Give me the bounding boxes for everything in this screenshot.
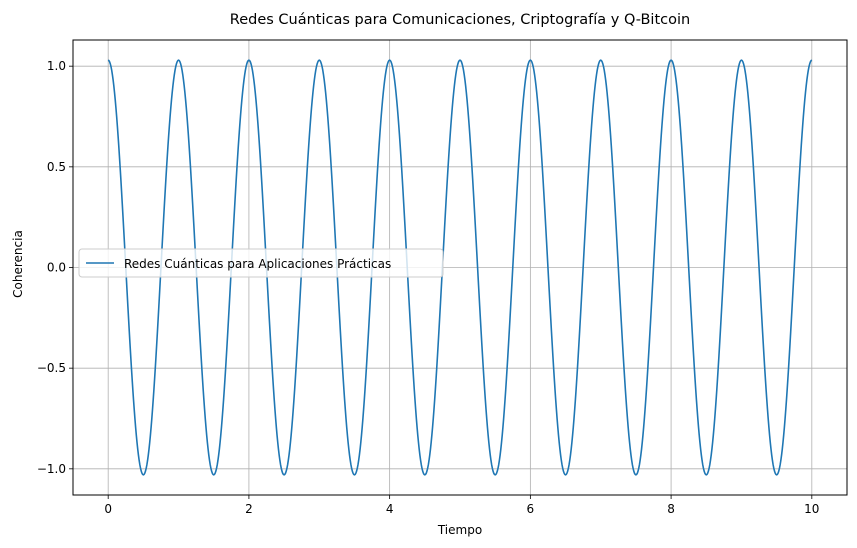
x-tick-label: 0 <box>104 502 112 516</box>
x-tick-label: 4 <box>386 502 394 516</box>
y-tick-label: 1.0 <box>47 59 66 73</box>
y-tick-label: 0.0 <box>47 261 66 275</box>
y-tick-label: −0.5 <box>37 361 66 375</box>
y-axis-ticks: −1.0 −0.5 0.0 0.5 1.0 <box>37 59 73 476</box>
series-line <box>107 59 813 476</box>
legend-box <box>78 248 444 278</box>
legend: Redes Cuánticas para Aplicaciones Prácti… <box>78 248 444 278</box>
x-axis-label: Tiempo <box>437 523 482 537</box>
legend-label: Redes Cuánticas para Aplicaciones Prácti… <box>124 257 391 271</box>
x-tick-label: 8 <box>667 502 675 516</box>
x-tick-label: 2 <box>245 502 253 516</box>
x-axis-ticks: 0 2 4 6 8 10 <box>104 495 819 516</box>
y-tick-label: 0.5 <box>47 160 66 174</box>
x-tick-label: 10 <box>804 502 819 516</box>
y-axis-label: Coherencia <box>11 230 25 298</box>
y-tick-label: −1.0 <box>37 462 66 476</box>
x-tick-label: 6 <box>527 502 535 516</box>
chart-title: Redes Cuánticas para Comunicaciones, Cri… <box>230 12 690 28</box>
